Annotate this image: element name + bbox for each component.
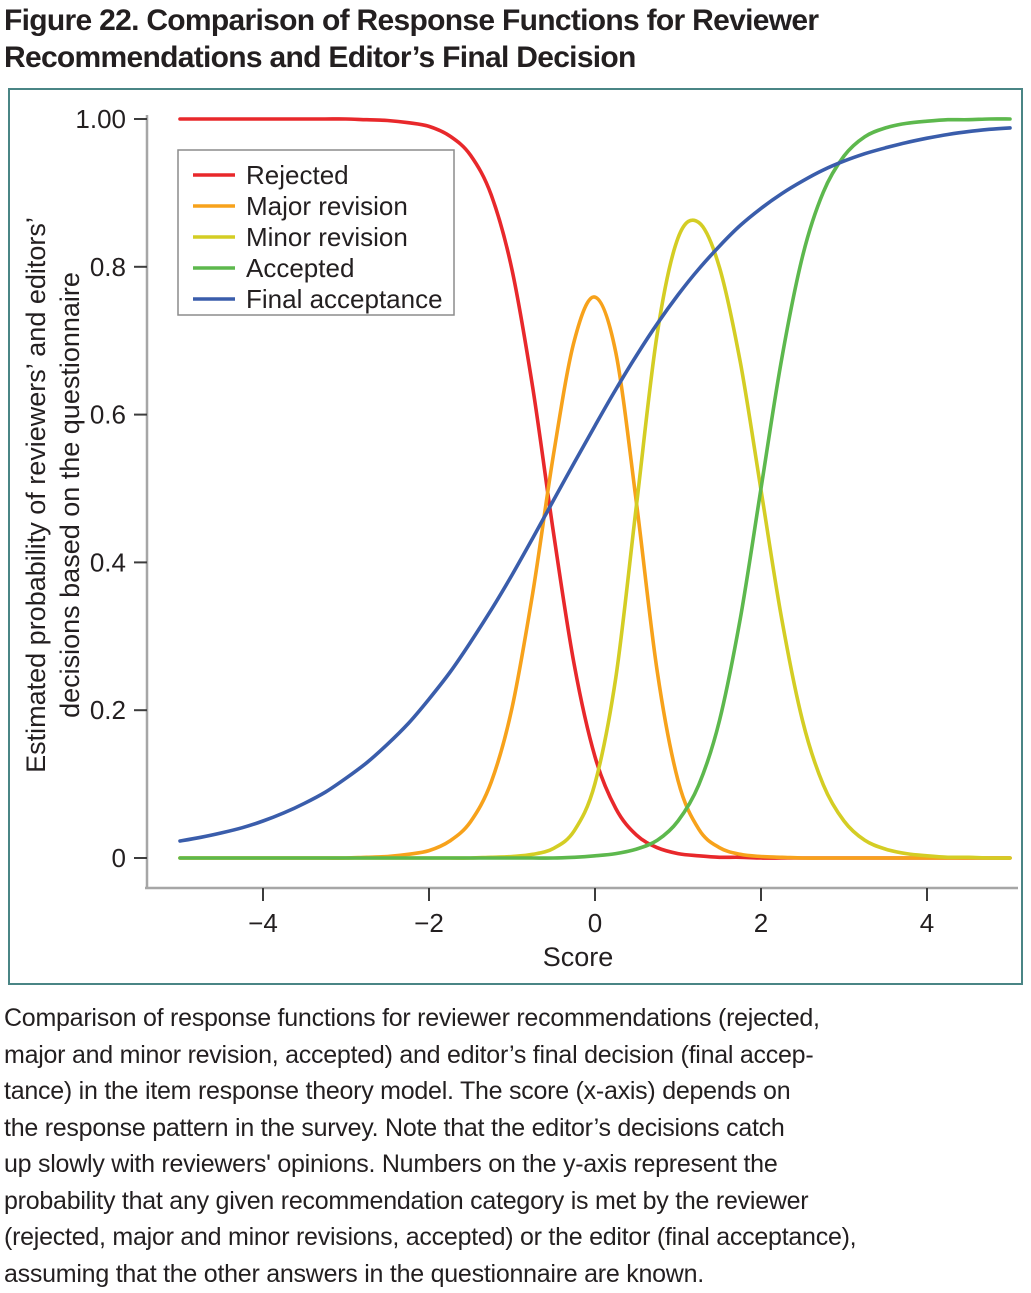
axes xyxy=(145,115,1018,890)
series-final-acceptance xyxy=(178,126,1012,843)
series-major-revision xyxy=(178,295,1012,860)
caption-line: major and minor revision, accepted) and … xyxy=(4,1040,814,1069)
svg-text:−4: −4 xyxy=(248,908,278,938)
chart-svg: −4 −2 0 2 4 0 0.2 0.4 0.6 0.8 1.00 Score Estimated p… xyxy=(21,104,1018,972)
caption-line: tance) in the item response theory model… xyxy=(4,1077,791,1105)
svg-text:−2: −2 xyxy=(414,908,444,938)
svg-text:Minor revision: Minor revision xyxy=(246,222,408,252)
x-axis-label: Score xyxy=(543,942,614,972)
svg-text:0.4: 0.4 xyxy=(90,547,126,577)
svg-text:2: 2 xyxy=(754,908,768,938)
caption-line: up slowly with reviewers' opinions. Numb… xyxy=(4,1150,778,1178)
y-axis-label-line1: Estimated probability of reviewers’ and … xyxy=(21,217,51,773)
y-axis-ticks: 0 0.2 0.4 0.6 0.8 1.00 xyxy=(75,104,147,873)
svg-text:1.00: 1.00 xyxy=(75,104,126,134)
svg-text:0.6: 0.6 xyxy=(90,400,126,430)
caption-line: (rejected, major and minor revisions, ac… xyxy=(4,1223,857,1251)
caption-line: assuming that the other answers in the q… xyxy=(4,1259,704,1288)
caption-line: the response pattern in the survey. Note… xyxy=(4,1113,785,1142)
chart-panel: −4 −2 0 2 4 0 0.2 0.4 0.6 0.8 1.00 Score Estimated p… xyxy=(8,88,1023,985)
svg-text:4: 4 xyxy=(920,908,934,938)
figure-caption: Comparison of response functions for rev… xyxy=(4,1000,1031,1292)
svg-text:0.8: 0.8 xyxy=(90,252,126,282)
figure-title: Figure 22. Comparison of Response Functi… xyxy=(4,4,819,74)
svg-text:0: 0 xyxy=(588,908,602,938)
svg-text:Rejected: Rejected xyxy=(246,160,349,190)
caption-line: probability that any given recommendatio… xyxy=(4,1186,809,1215)
svg-text:0: 0 xyxy=(112,843,126,873)
svg-text:Major revision: Major revision xyxy=(246,191,408,221)
caption-line: Comparison of response functions for rev… xyxy=(4,1004,820,1032)
svg-text:0.2: 0.2 xyxy=(90,695,126,725)
y-axis-label-line2: decisions based on the questionnaire xyxy=(55,272,85,718)
svg-text:Accepted: Accepted xyxy=(246,253,354,283)
svg-text:Final acceptance: Final acceptance xyxy=(246,284,443,314)
series-accepted xyxy=(178,117,1012,860)
x-axis-ticks: −4 −2 0 2 4 xyxy=(248,888,934,938)
